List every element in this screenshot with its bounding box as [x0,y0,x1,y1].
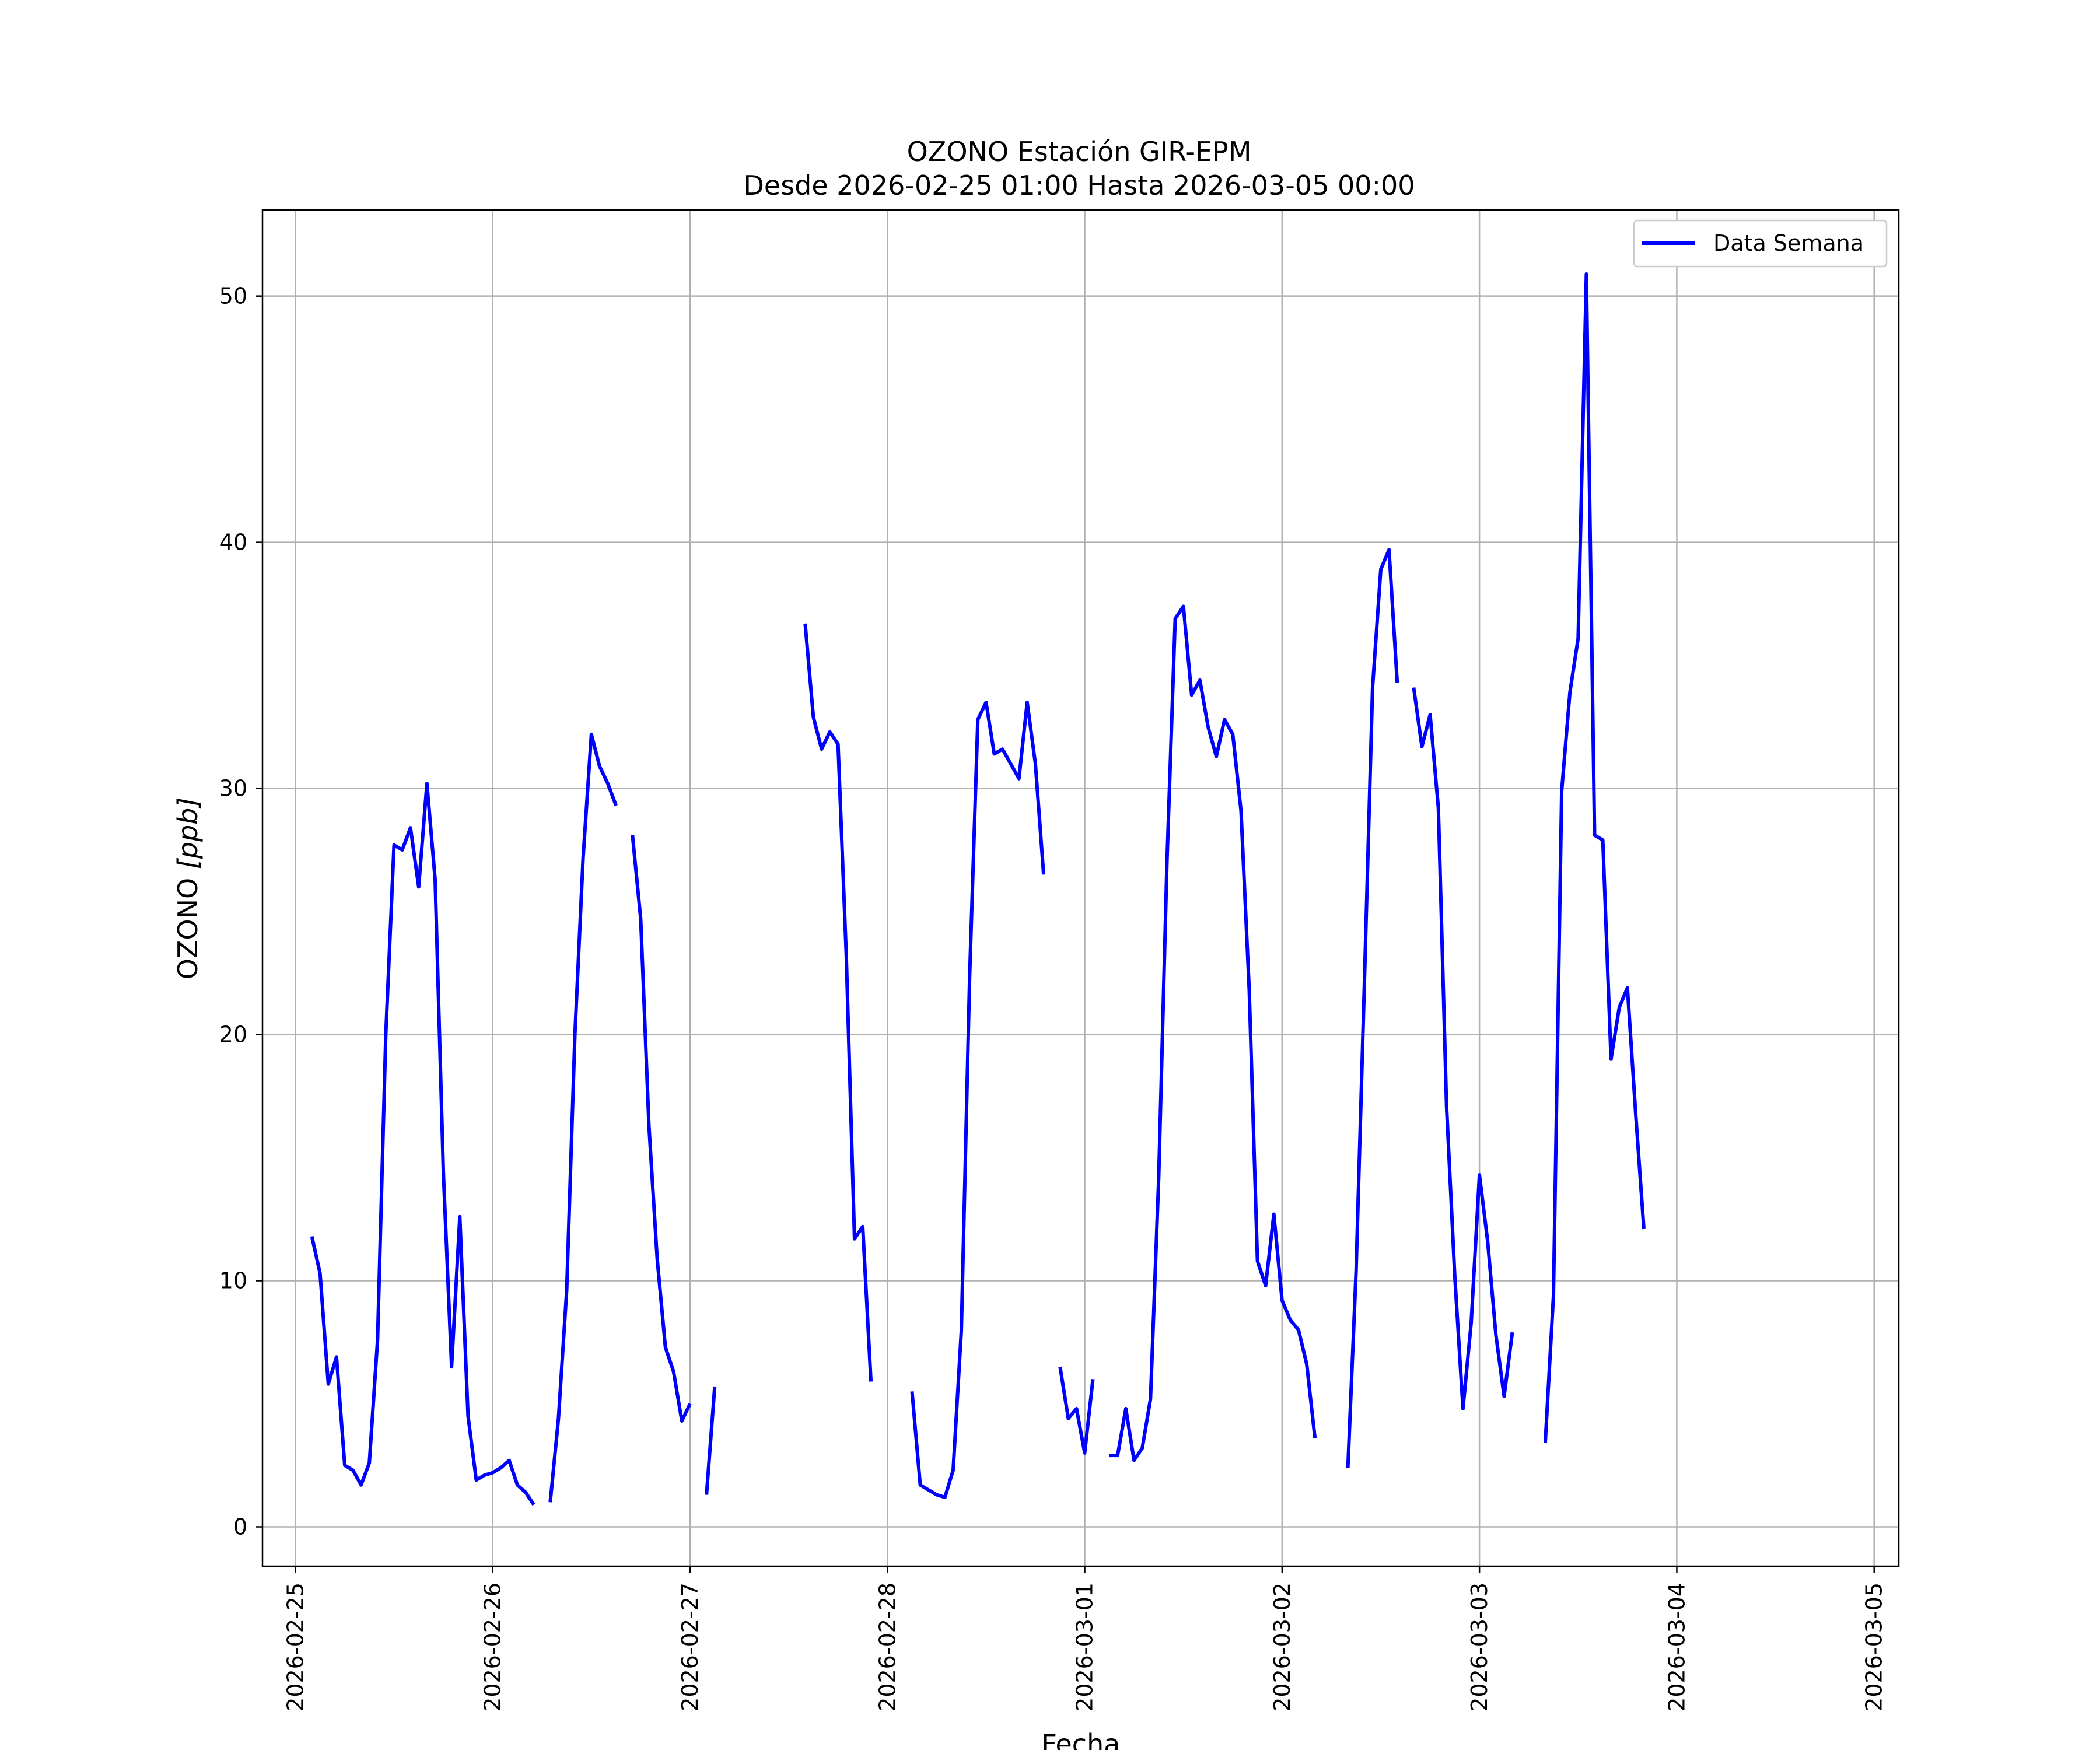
series-line-segment [910,700,1046,1499]
x-axis: 2026-02-25 2026-02-26 2026-02-27 2026-02-28… [282,1566,1887,1712]
x-axis-label: Fecha [1042,1728,1121,1750]
legend-box [1633,219,1888,268]
chart-title: OZONO Estación GIR-EPM [907,136,1252,167]
plot-frame [261,209,1900,1567]
x-tick-label: 2026-03-02 [1269,1583,1295,1712]
x-tick-label: 2026-02-28 [874,1583,900,1712]
series-line-segment [1543,272,1646,1444]
y-axis-label-unit: [ppb] [172,797,204,870]
x-tick-label: 2026-02-25 [282,1583,308,1712]
y-axis-label-main: OZONO [172,869,204,979]
series-line-segment [705,1386,717,1495]
grid [262,210,1899,1566]
x-tick-label: 2026-03-05 [1861,1583,1887,1712]
x-tick-label: 2026-02-27 [677,1583,703,1712]
series-line-segment [803,623,873,1382]
x-tick-label: 2026-03-01 [1072,1583,1098,1712]
y-tick-label: 20 [219,1022,247,1048]
series-line-segment [548,732,618,1503]
y-tick-label: 0 [233,1514,247,1539]
series-line-segment [631,835,692,1423]
x-tick-label: 2026-03-04 [1664,1583,1689,1712]
x-tick-label: 2026-03-03 [1466,1583,1492,1712]
x-tick-label: 2026-02-26 [480,1583,506,1712]
y-axis: 0 10 20 30 40 50 [219,284,262,1539]
series-line-segment [1058,1366,1095,1455]
series-line-segment [310,782,536,1506]
series-line-segment [1412,687,1514,1410]
y-axis-label: OZONO [ppb] [172,797,204,980]
chart-subtitle: Desde 2026-02-25 01:00 Hasta 2026-03-05 … [743,170,1415,201]
y-tick-label: 30 [219,776,247,802]
y-tick-label: 40 [219,530,247,555]
series-line-segment [1109,604,1317,1462]
legend-label-data-semana: Data Semana [1713,230,1864,256]
y-tick-label: 50 [219,284,247,309]
series-data-semana [310,272,1646,1506]
legend: Data Semana [1633,219,1888,268]
series-line-segment [1346,548,1399,1468]
y-tick-label: 10 [219,1268,247,1294]
